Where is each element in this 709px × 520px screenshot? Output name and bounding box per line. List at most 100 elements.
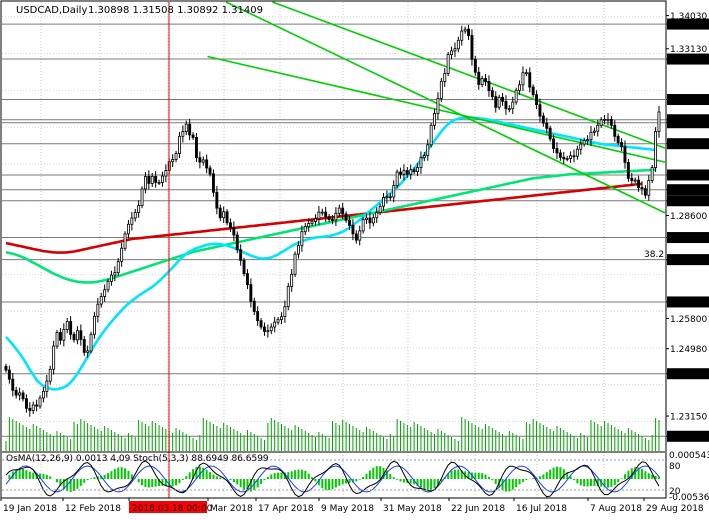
candle-up [143, 175, 147, 190]
indicator-scale-label: 80 [669, 462, 681, 472]
price-tick-label: 1.26250 [670, 298, 707, 308]
candle-up [52, 345, 56, 370]
candle-down [412, 169, 416, 173]
price-label-box [667, 53, 709, 65]
candle-up [177, 135, 181, 155]
candle-up [65, 321, 69, 331]
candle-up [106, 280, 110, 291]
candle-up [603, 119, 606, 121]
volume-histogram [5, 417, 660, 451]
candle-up [48, 368, 52, 382]
price-tick-label: 1.29300 [670, 186, 707, 196]
date-tick-label: 31 May 2018 [383, 504, 442, 514]
candle-up [157, 181, 161, 184]
candle-up [450, 50, 453, 56]
moving-averages [5, 116, 656, 391]
candle-down [194, 136, 198, 158]
price-label-box [667, 117, 709, 129]
candle-down [541, 115, 545, 124]
price-tick-label: 1.29700 [670, 171, 707, 181]
candle-up [42, 390, 45, 399]
trend-channel-line [272, 1, 666, 149]
candle-down [626, 162, 630, 179]
candle-down [324, 211, 328, 217]
candle-up [276, 319, 280, 323]
candle-up [511, 101, 515, 110]
candle-up [171, 159, 175, 163]
candle-down [484, 78, 487, 82]
trend-channel-line [225, 1, 666, 214]
candle-up [133, 212, 137, 219]
candle-up [113, 272, 117, 276]
candle-down [242, 259, 246, 274]
candle-down [262, 326, 266, 332]
price-label-box [667, 368, 709, 380]
candle-down [405, 170, 409, 175]
price-tick-label: 1.24300 [670, 370, 707, 380]
candle-up [426, 144, 430, 156]
candle-up [514, 89, 518, 103]
candle-up [266, 330, 270, 333]
price-label-box [667, 184, 709, 196]
candle-down [256, 311, 260, 322]
indicator-label: OsMA(12,26,9) 0.0013 4,09 Stoch(5,3,3) 8… [6, 454, 269, 464]
indicator-scale-label: 20 [669, 487, 681, 497]
candle-up [409, 169, 413, 175]
oscillator-panel: 0.000543680 20-0.005368 [2, 451, 709, 503]
candle-up [633, 179, 637, 182]
price-tick-label: 1.32850 [670, 56, 707, 66]
candle-down [613, 124, 617, 137]
candle-up [606, 119, 610, 121]
fib-level-label: 38.2 [644, 250, 664, 260]
price-tick-label: 1.25800 [670, 315, 707, 325]
date-axis: 19 Jan 2018 12 Feb 2018 2018.03.18 00:00Ma… [0, 498, 704, 514]
candle-up [565, 157, 569, 160]
candle-up [586, 139, 589, 142]
candle-up [654, 131, 657, 168]
candle-down [572, 155, 576, 158]
candle-up [371, 217, 375, 224]
candle-down [218, 207, 222, 219]
candle-up [320, 211, 324, 214]
candle-up [592, 130, 596, 133]
candle-down [558, 152, 562, 158]
price-tick-label: 1.29000 [670, 197, 707, 207]
candle-up [293, 253, 297, 275]
symbol-title: USDCAD,Daily [16, 5, 87, 16]
candle-up [463, 28, 467, 32]
candle-up [96, 303, 100, 317]
candle-down [477, 71, 481, 85]
candle-down [191, 134, 195, 138]
stoch-signal-line [5, 465, 660, 493]
candle-down [351, 224, 355, 235]
ma-mid-line [5, 168, 656, 284]
candle-up [337, 207, 341, 214]
candle-up [365, 217, 368, 220]
date-tick-label: 29 Aug 2018 [646, 504, 704, 514]
candle-down [59, 332, 62, 341]
candle-down [4, 365, 8, 371]
date-tick-label: 16 Jul 2018 [516, 504, 567, 514]
price-tick-label: 1.34030 [670, 12, 707, 22]
indicator-scale-label: 0.0005436 [669, 451, 709, 461]
candle-up [123, 233, 127, 249]
candle-down [341, 207, 345, 215]
candle-down [205, 159, 209, 169]
candle-down [198, 157, 202, 163]
candle-down [630, 177, 634, 181]
price-tick-label: 1.24980 [670, 345, 707, 355]
candle-down [211, 173, 215, 193]
candle-down [24, 398, 28, 409]
price-label-box [667, 169, 709, 181]
candle-down [368, 217, 372, 224]
candle-up [55, 332, 59, 347]
date-tick-label: 17 Apr 2018 [258, 504, 314, 514]
candle-up [443, 73, 447, 82]
candle-down [215, 191, 219, 209]
candle-up [429, 124, 433, 146]
candle-up [164, 170, 168, 177]
candle-up [416, 167, 419, 173]
price-tick-label: 1.28000 [670, 234, 707, 244]
candle-up [310, 220, 314, 224]
